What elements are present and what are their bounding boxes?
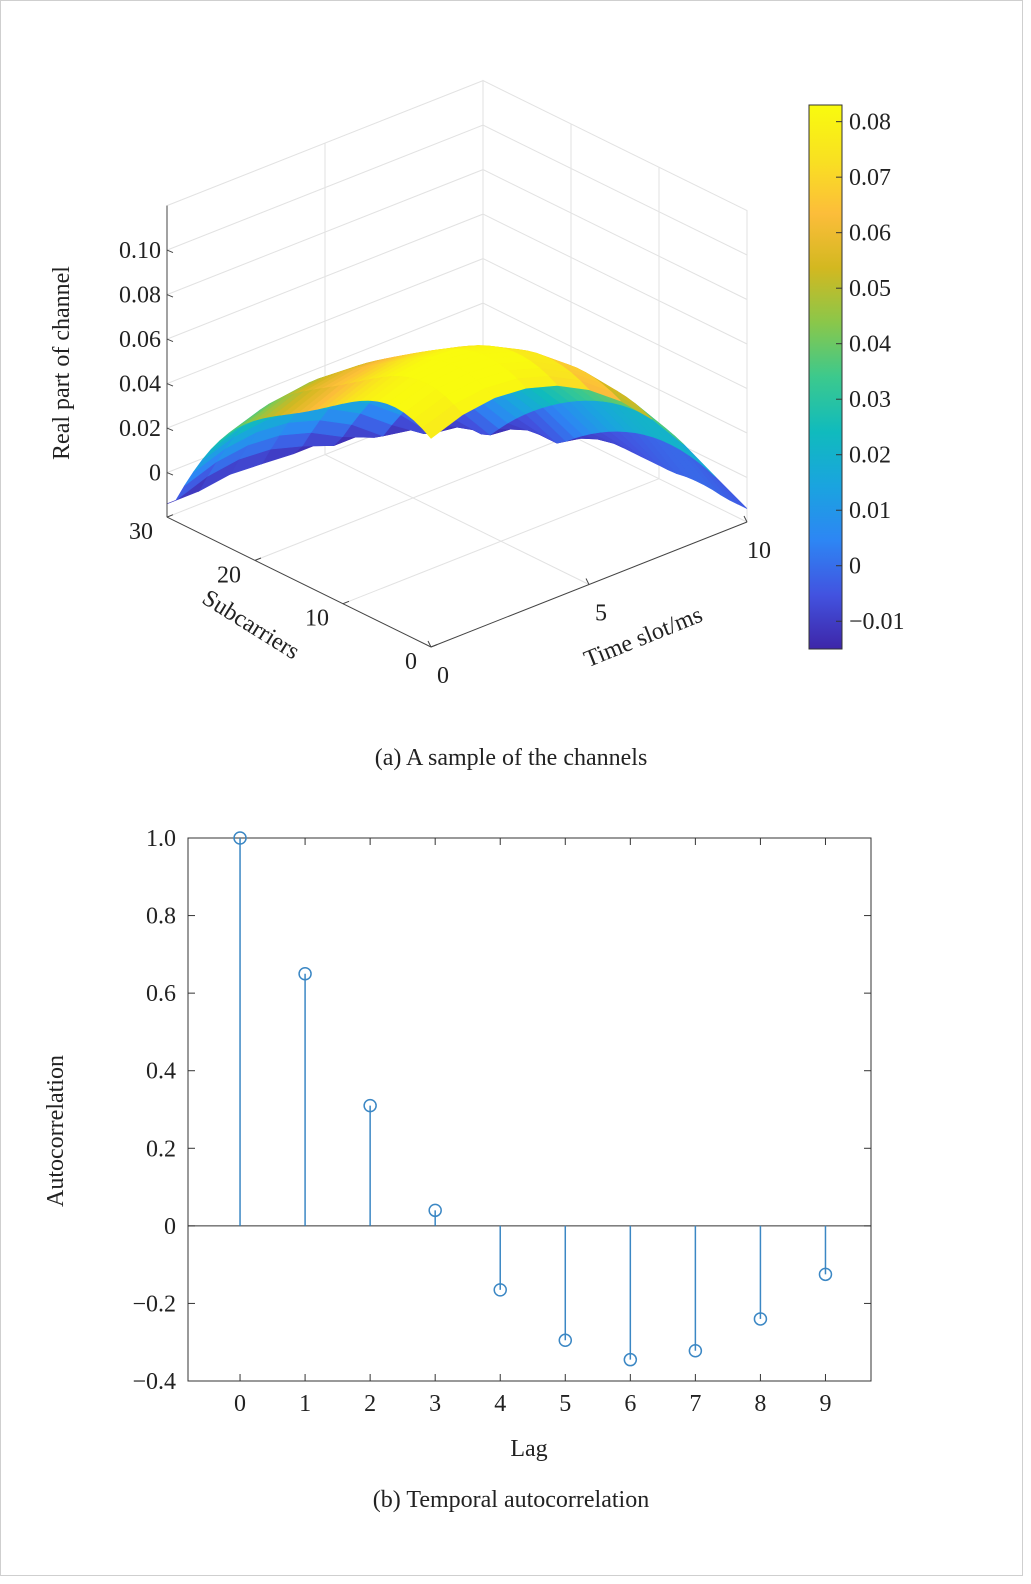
x-tick-label: 8	[754, 1391, 766, 1417]
x-tick-mark	[585, 578, 590, 585]
x-tick-label: 2	[364, 1391, 376, 1417]
z-tick-mark	[166, 472, 174, 476]
y-axis-line	[166, 516, 432, 648]
colorbar-tick-label: 0.03	[849, 387, 891, 413]
x-tick-labels: 0 5 10	[427, 515, 771, 689]
y-tick-label: 30	[129, 519, 153, 545]
y-tick-labels: 0 10 20 30	[129, 514, 438, 675]
z-tick-label: 0.08	[119, 283, 161, 309]
stem-marker	[753, 1312, 768, 1326]
z-tick-mark	[166, 383, 174, 387]
x-tick-label: 6	[624, 1391, 636, 1417]
x-tick-label: 10	[747, 538, 771, 564]
y-tick-label: 0.6	[146, 981, 176, 1007]
colorbar-tick-label: −0.01	[849, 609, 905, 635]
z-tick-labels: 0 0.02 0.04 0.06 0.08 0.10	[119, 238, 174, 487]
y-tick-label: 10	[305, 606, 329, 632]
back-wall	[482, 79, 748, 523]
z-tick-label: 0.06	[119, 327, 161, 353]
z-tick-label: 0.10	[119, 238, 161, 264]
y-tick-labels: 1.0 0.8 0.6 0.4 0.2 0 −0.2 −0.4	[132, 826, 871, 1395]
colorbar-tick-label: 0.08	[849, 110, 891, 136]
colorbar-tick-label: 0	[849, 554, 861, 580]
colorbar: 0.08 0.07 0.06 0.05 0.04 0.03 0.02 0.01 0 −0.01	[808, 104, 905, 650]
surface-mesh	[166, 345, 748, 509]
floor-gridline	[254, 434, 572, 561]
y-tick-label: 0.4	[146, 1059, 176, 1085]
x-tick-labels: 0 1 2 3 4 5 6 7 8 9	[234, 838, 831, 1417]
z-tick-label: 0	[149, 461, 161, 487]
x-tick-label: 0	[437, 663, 449, 689]
z-tick-label: 0.04	[119, 372, 161, 398]
colorbar-tick-label: 0.06	[849, 221, 891, 247]
y-tick-mark	[342, 600, 350, 605]
surface-patch	[421, 404, 464, 439]
z-axis-label: Real part of channel	[49, 266, 75, 460]
x-axis-label: Lag	[510, 1436, 547, 1462]
x-tick-label: 3	[429, 1391, 441, 1417]
z-tick-mark	[166, 294, 174, 298]
y-tick-label: 0.8	[146, 904, 176, 930]
stem-marker	[493, 1283, 507, 1297]
plot-area-frame	[187, 837, 872, 1382]
floor-gridline	[324, 454, 590, 585]
y-tick-label: 0.2	[146, 1136, 176, 1162]
y-tick-label: −0.2	[132, 1291, 176, 1317]
x-tick-label: 1	[299, 1391, 311, 1417]
x-tick-label: 5	[595, 601, 607, 627]
colorbar-tick-label: 0.01	[849, 498, 891, 524]
x-tick-label: 9	[819, 1391, 831, 1417]
y-tick-mark	[254, 557, 262, 561]
z-tick-mark	[166, 338, 174, 343]
x-tick-label: 7	[689, 1391, 701, 1417]
stem-plot: 1.0 0.8 0.6 0.4 0.2 0 −0.2 −0.4 0 1 2 3 4 5 6 7 8 9 Auto…	[43, 826, 872, 1513]
stem-marker	[558, 1333, 573, 1348]
colorbar-tick-label: 0.02	[849, 443, 891, 469]
y-tick-mark	[430, 644, 438, 648]
stem-marker	[688, 1343, 703, 1358]
colorbar-tick-label: 0.05	[849, 276, 891, 302]
caption-a: (a) A sample of the channels	[375, 745, 648, 771]
y-tick-label: −0.4	[132, 1369, 176, 1395]
z-tick-mark	[166, 427, 174, 432]
stem-marker	[233, 831, 247, 845]
y-tick-label: 0	[405, 649, 417, 675]
y-tick-label: 0	[164, 1214, 176, 1240]
stem-marker	[428, 1203, 442, 1218]
stem-marker	[623, 1352, 638, 1367]
stem-marker	[818, 1267, 833, 1282]
z-tick-mark	[166, 249, 174, 254]
y-tick-mark	[166, 514, 174, 518]
x-tick-label: 0	[234, 1391, 246, 1417]
surface-grid	[166, 79, 748, 605]
stem-marker	[363, 1098, 377, 1113]
colorbar-tick-label: 0.04	[849, 332, 891, 358]
x-tick-mark	[743, 515, 748, 523]
floor-gridline	[342, 478, 660, 605]
stem-marker	[298, 967, 312, 981]
x-tick-mark	[427, 640, 432, 648]
z-tick-label: 0.02	[119, 416, 161, 442]
y-axis-label: Subcarriers	[197, 585, 303, 665]
colorbar-tick-label: 0.07	[849, 165, 891, 191]
x-tick-label: 5	[559, 1391, 571, 1417]
y-axis-label: Autocorrelation	[43, 1055, 69, 1207]
y-tick-label: 1.0	[146, 826, 176, 852]
stem-series	[233, 831, 833, 1367]
y-tick-label: 20	[217, 562, 241, 588]
colorbar-ticks: 0.08 0.07 0.06 0.05 0.04 0.03 0.02 0.01 0 −0.01	[836, 110, 905, 635]
surface-plot: 0 0.02 0.04 0.06 0.08 0.10 0 10 20 30 0 5 10 Real …	[49, 79, 905, 771]
colorbar-gradient	[808, 104, 843, 650]
caption-b: (b) Temporal autocorrelation	[373, 1487, 649, 1513]
x-tick-label: 4	[494, 1391, 506, 1417]
